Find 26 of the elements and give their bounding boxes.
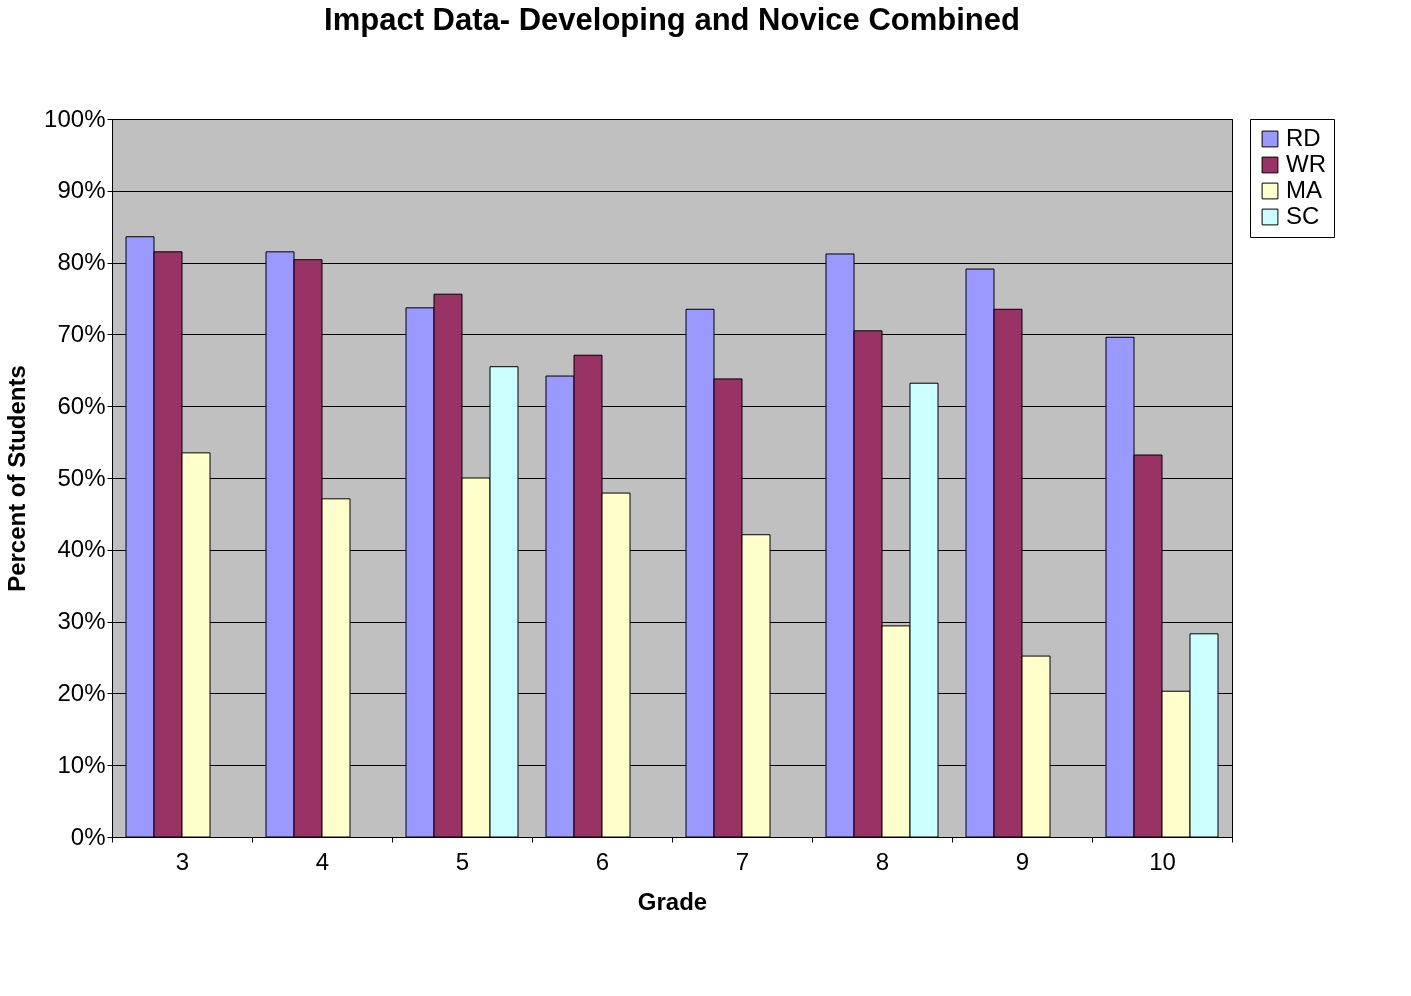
chart-title: Impact Data- Developing and Novice Combined xyxy=(324,2,1020,37)
y-tick-label: 30% xyxy=(57,607,106,635)
legend-label: SC xyxy=(1286,202,1320,229)
x-tick-label: 8 xyxy=(875,847,890,875)
y-tick-label: 0% xyxy=(70,822,106,850)
y-tick-label: 70% xyxy=(57,319,106,347)
y-tick-label: 40% xyxy=(57,535,106,563)
x-tick-label: 3 xyxy=(175,847,190,875)
x-axis-title: Grade xyxy=(637,887,708,915)
x-tick-label: 4 xyxy=(315,847,330,875)
x-tick-label: 7 xyxy=(735,847,750,875)
y-tick-label: 10% xyxy=(57,750,106,778)
y-axis-title: Percent of Students xyxy=(3,365,31,592)
y-tick-label: 100% xyxy=(44,104,106,132)
y-tick-label: 90% xyxy=(57,176,106,204)
y-tick-label: 60% xyxy=(57,391,106,419)
y-tick-label: 50% xyxy=(57,463,106,491)
y-tick-label: 80% xyxy=(57,248,106,276)
y-tick-label: 20% xyxy=(57,678,106,706)
x-tick-label: 10 xyxy=(1149,847,1176,875)
legend-label: MA xyxy=(1286,176,1322,203)
legend-label: WR xyxy=(1286,150,1326,177)
x-tick-label: 5 xyxy=(455,847,470,875)
x-tick-label: 9 xyxy=(1015,847,1030,875)
legend-label: RD xyxy=(1286,124,1321,151)
x-tick-label: 6 xyxy=(595,847,610,875)
